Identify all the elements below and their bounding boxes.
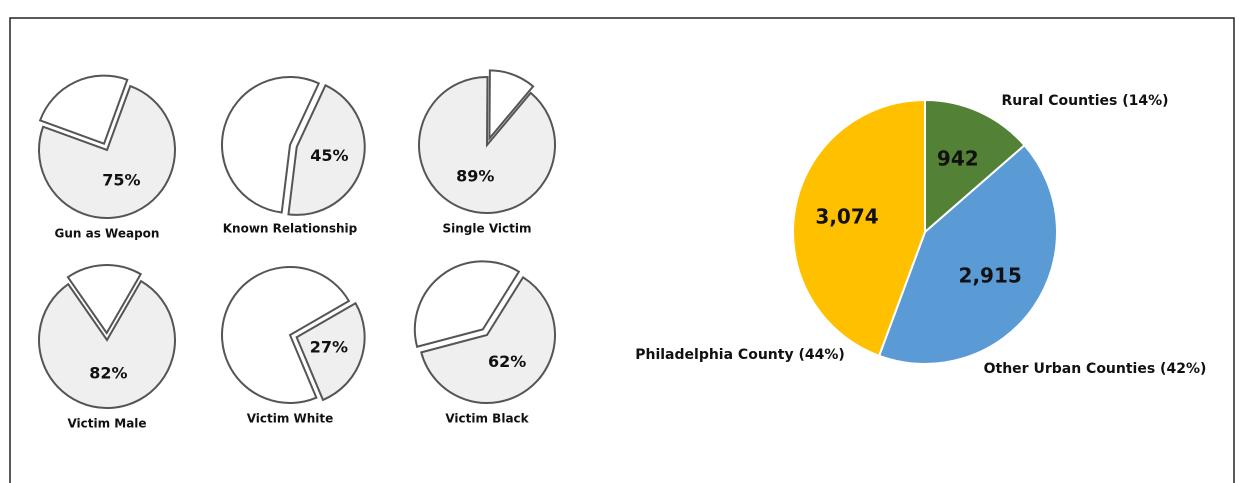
pie-slice bbox=[66, 264, 143, 335]
pie-slice bbox=[924, 98, 1026, 235]
frame bbox=[9, 17, 1235, 483]
pie-slice bbox=[413, 260, 521, 348]
pie-slice bbox=[791, 98, 926, 358]
pie-slice bbox=[38, 279, 176, 409]
pie-slice bbox=[287, 83, 366, 216]
value-label: 45% bbox=[310, 146, 348, 165]
pie-title: Known Relationship bbox=[223, 222, 358, 236]
pie-title: Gun as Weapon bbox=[55, 227, 160, 241]
value-label: 2,915 bbox=[959, 264, 1022, 288]
pie-slice bbox=[221, 266, 351, 404]
pie-slice bbox=[877, 143, 1058, 365]
pie-slice bbox=[38, 84, 176, 219]
value-label: 27% bbox=[310, 338, 348, 357]
value-label: 82% bbox=[89, 363, 127, 382]
pie-slice bbox=[488, 69, 535, 142]
pie-slice bbox=[38, 74, 129, 145]
value-label: 942 bbox=[937, 146, 979, 170]
category-label: Philadelphia County (44%) bbox=[635, 347, 845, 363]
pie-title: Victim White bbox=[247, 412, 334, 426]
category-label: Rural Counties (14%) bbox=[1001, 93, 1168, 109]
category-label: Other Urban Counties (42%) bbox=[984, 361, 1207, 377]
value-label: 62% bbox=[488, 352, 526, 371]
value-label: 75% bbox=[102, 170, 140, 189]
pie-slice bbox=[418, 76, 556, 214]
pie-slice bbox=[221, 76, 321, 214]
pie-title: Single Victim bbox=[443, 222, 532, 236]
value-label: 89% bbox=[456, 166, 494, 185]
pie-slice bbox=[420, 275, 556, 404]
pie-title: Victim Male bbox=[67, 417, 146, 431]
pie-title: Victim Black bbox=[445, 412, 529, 426]
value-label: 3,074 bbox=[815, 205, 878, 229]
pie-slice bbox=[295, 301, 366, 402]
